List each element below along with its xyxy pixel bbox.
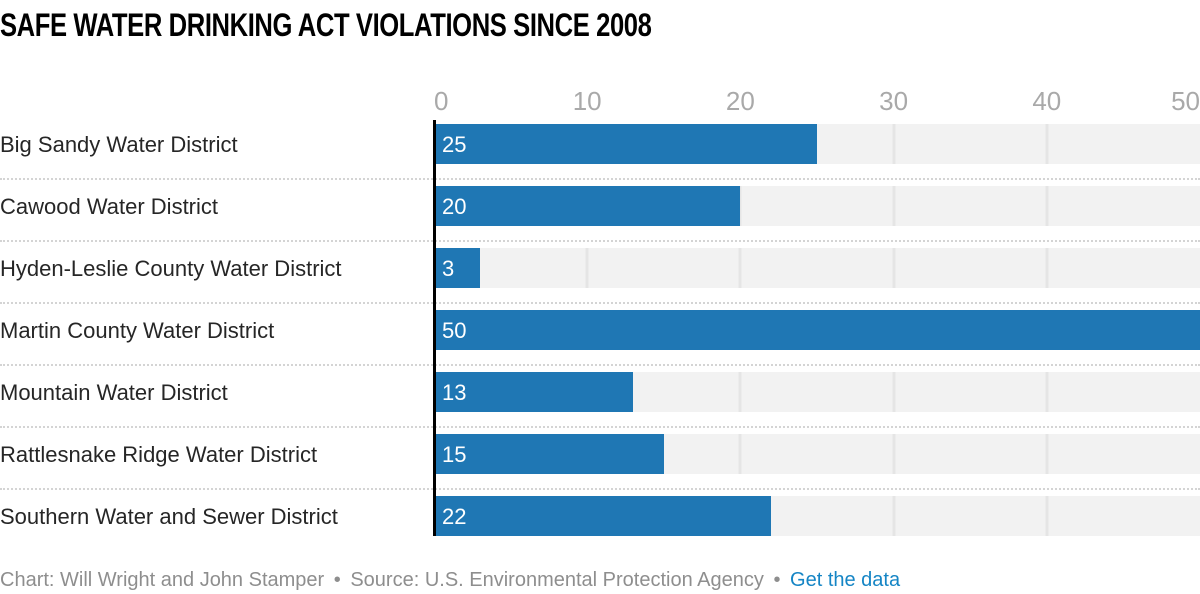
gridline [738, 248, 742, 288]
row-label: Hyden-Leslie County Water District [0, 256, 342, 281]
gridline [892, 434, 896, 474]
bar-value: 3 [442, 256, 455, 281]
x-tick-label: 30 [879, 86, 909, 116]
bar-track: 13 [434, 372, 1200, 412]
bar-rows: Big Sandy Water District 25 Cawood Water… [0, 118, 1200, 552]
gridline [1045, 124, 1049, 164]
gridline [1045, 248, 1049, 288]
y-axis-line [433, 120, 436, 536]
chart-title: SAFE WATER DRINKING ACT VIOLATIONS SINCE… [0, 7, 652, 43]
table-row: Cawood Water District 20 [0, 180, 1200, 242]
bar: 15 [434, 434, 664, 474]
footer-source: Source: U.S. Environmental Protection Ag… [350, 569, 764, 591]
table-row: Hyden-Leslie County Water District 3 [0, 242, 1200, 304]
x-tick-label: 10 [572, 86, 602, 116]
bar-value: 13 [442, 380, 467, 405]
bar: 3 [434, 248, 480, 288]
bar-value: 20 [442, 194, 467, 219]
x-tick-label: 40 [1032, 86, 1062, 116]
footer-bullet: • [773, 569, 781, 591]
gridline [892, 124, 896, 164]
table-row: Mountain Water District 13 [0, 366, 1200, 428]
bar-track: 15 [434, 434, 1200, 474]
bar: 25 [434, 124, 817, 164]
bar-track: 25 [434, 124, 1200, 164]
bar-value: 50 [442, 318, 467, 343]
bar: 22 [434, 496, 772, 536]
gridline [738, 372, 742, 412]
gridline [585, 248, 589, 288]
gridline [738, 186, 742, 226]
row-label: Rattlesnake Ridge Water District [0, 442, 318, 467]
gridline [1045, 372, 1049, 412]
gridline [892, 372, 896, 412]
footer-bullet: • [333, 569, 341, 591]
bar-value: 25 [442, 132, 467, 157]
gridline [892, 186, 896, 226]
chart-footer: Chart: Will Wright and John Stamper • So… [0, 568, 1200, 592]
bar: 20 [434, 186, 741, 226]
footer-credit: Chart: Will Wright and John Stamper [0, 569, 325, 591]
get-the-data-link[interactable]: Get the data [790, 569, 901, 591]
gridline [1045, 186, 1049, 226]
row-label: Mountain Water District [0, 380, 228, 405]
gridline [1045, 434, 1049, 474]
x-axis: 0 10 20 30 40 50 [434, 86, 1200, 114]
table-row: Rattlesnake Ridge Water District 15 [0, 428, 1200, 490]
row-label: Big Sandy Water District [0, 132, 238, 157]
bar-track: 50 [434, 310, 1200, 350]
x-tick-label: 0 [434, 86, 449, 116]
bar-value: 22 [442, 504, 467, 529]
x-tick-label: 20 [725, 86, 755, 116]
row-label: Martin County Water District [0, 318, 275, 343]
bar-track: 3 [434, 248, 1200, 288]
chart-header: SAFE WATER DRINKING ACT VIOLATIONS SINCE… [0, 8, 1200, 44]
x-tick-label: 50 [1171, 86, 1200, 116]
row-label: Southern Water and Sewer District [0, 504, 338, 529]
row-label: Cawood Water District [0, 194, 219, 219]
bar-track: 22 [434, 496, 1200, 536]
bar-track: 20 [434, 186, 1200, 226]
gridline [738, 434, 742, 474]
bar-value: 15 [442, 442, 467, 467]
bar: 13 [434, 372, 634, 412]
gridline [1045, 496, 1049, 536]
gridline [892, 248, 896, 288]
bar: 50 [434, 310, 1200, 350]
table-row: Martin County Water District 50 [0, 304, 1200, 366]
gridline [892, 496, 896, 536]
table-row: Southern Water and Sewer District 22 [0, 490, 1200, 552]
table-row: Big Sandy Water District 25 [0, 118, 1200, 180]
